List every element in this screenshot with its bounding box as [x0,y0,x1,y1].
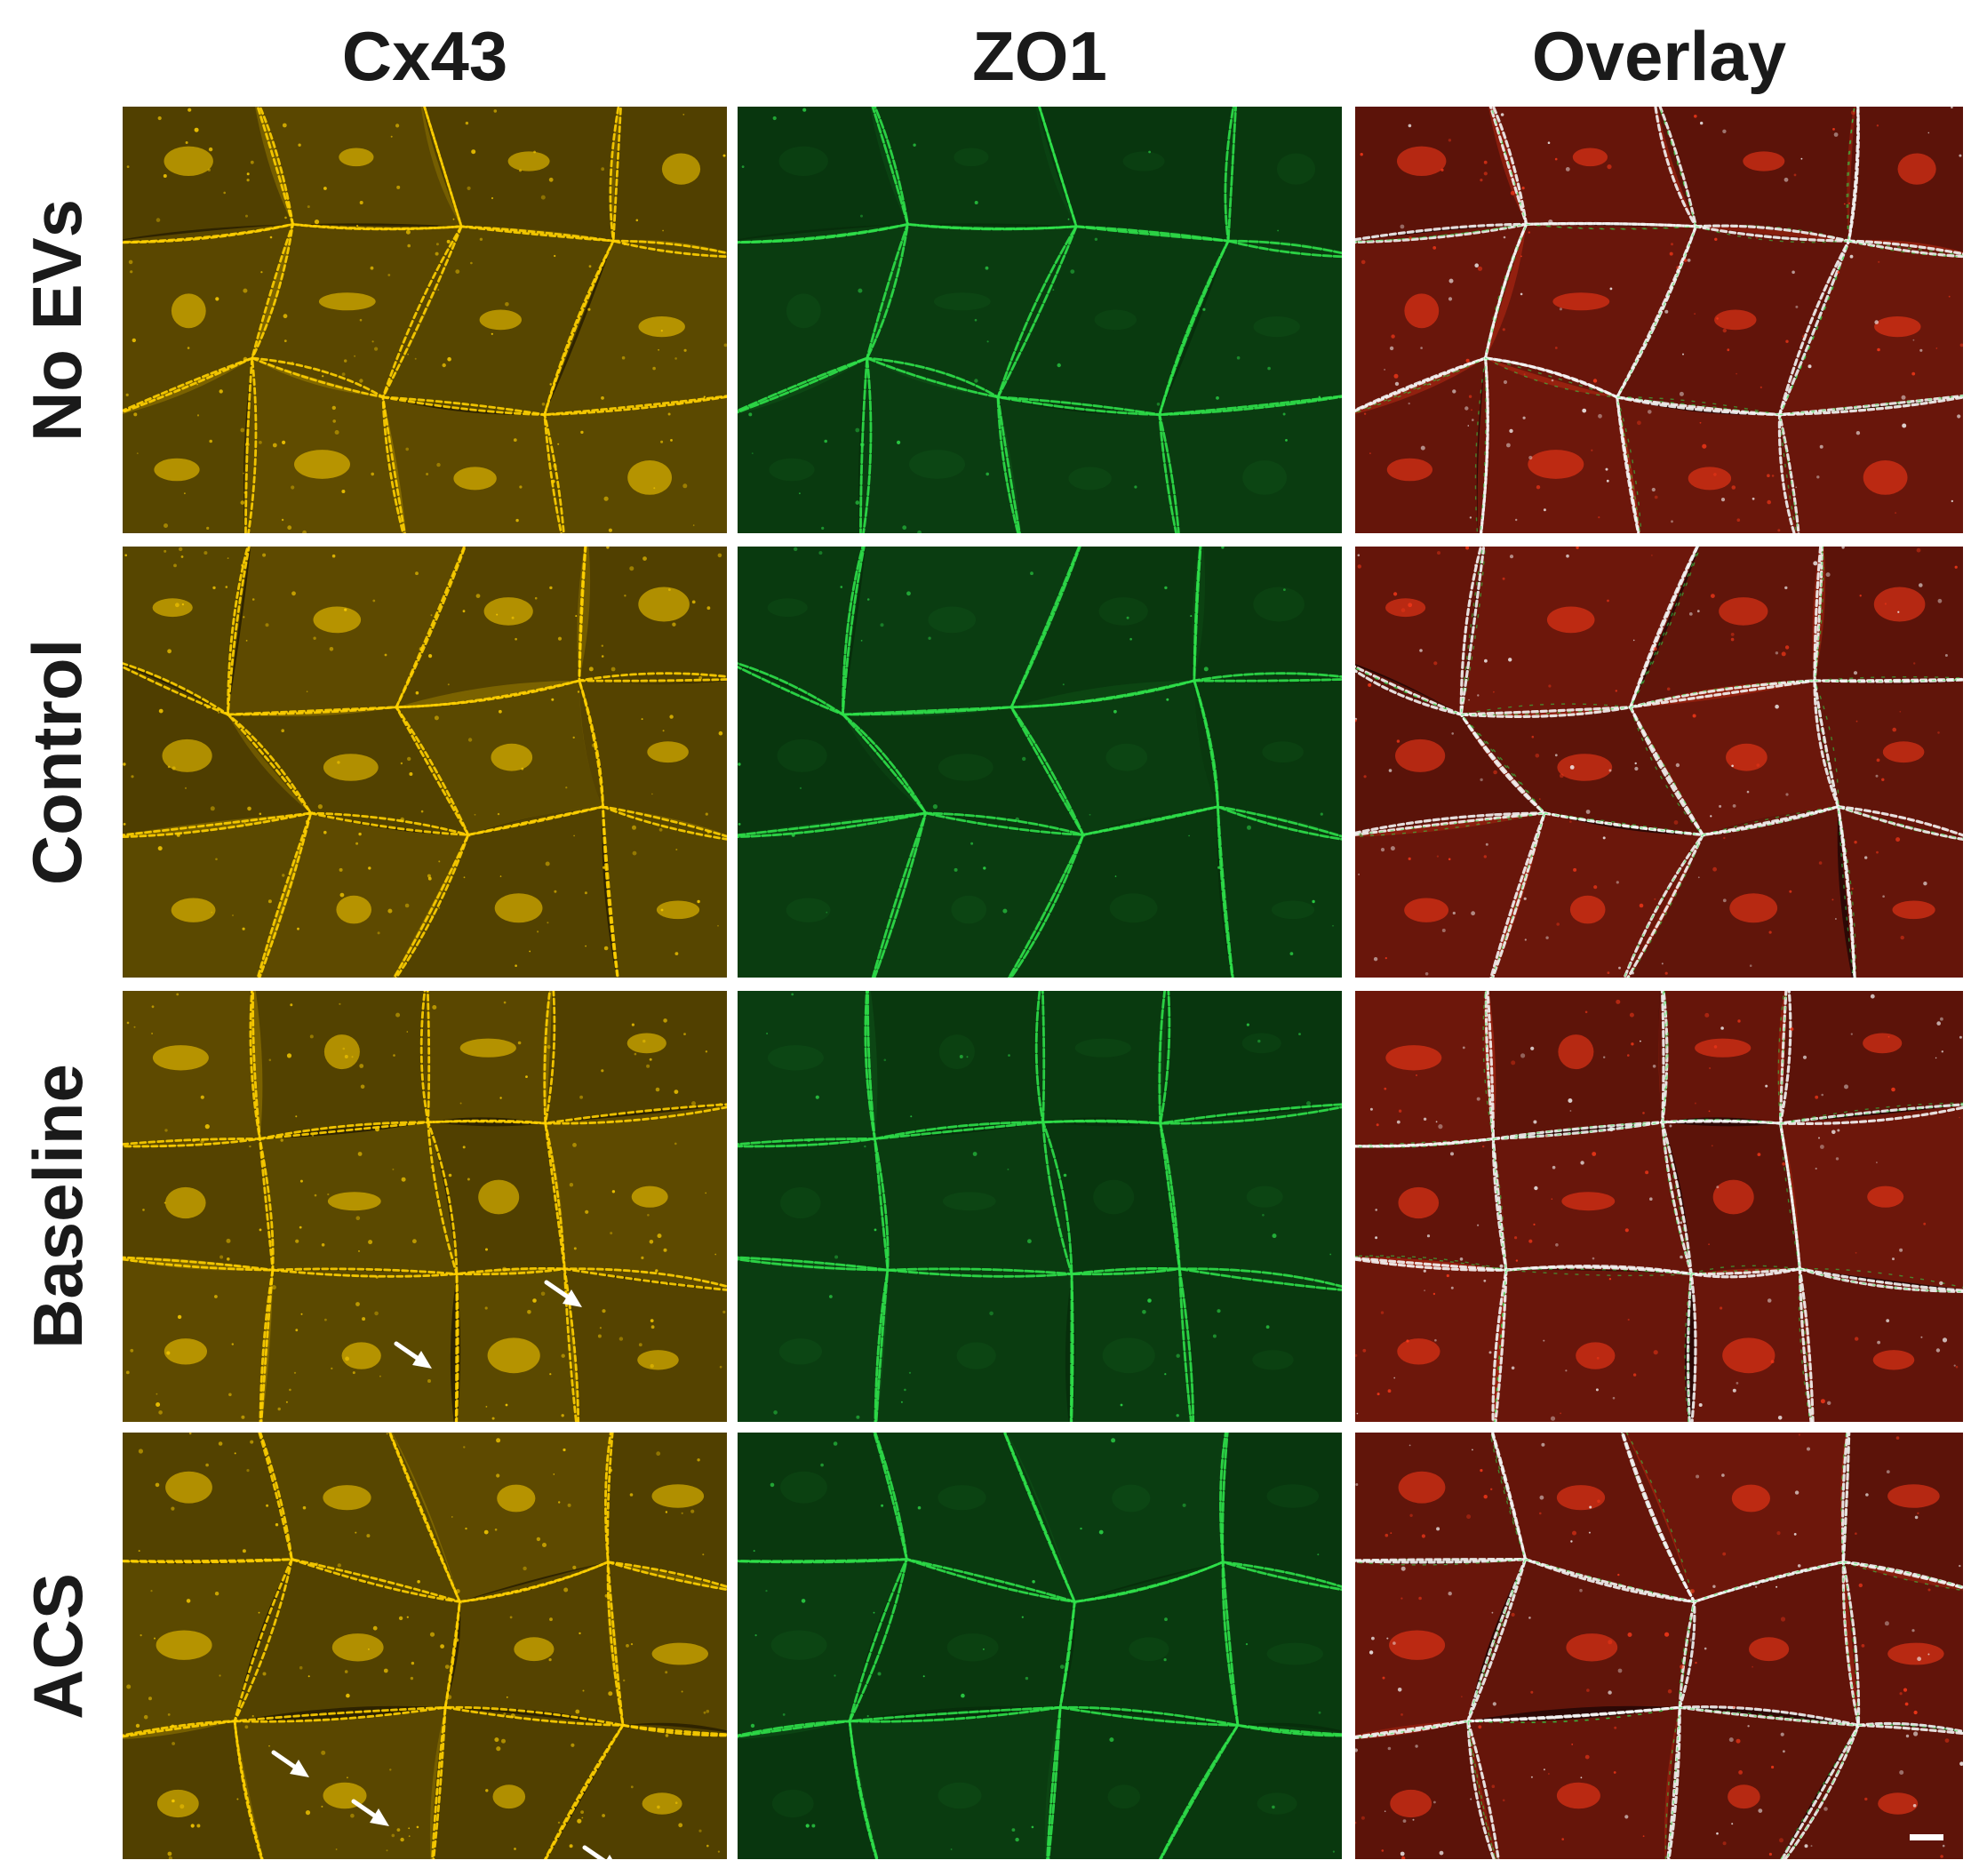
overlay-merged-image [1355,107,1963,533]
panel-overlay-acs [1355,1433,1963,1859]
arrow-icon [271,1750,309,1777]
panel-cx43-baseline [123,991,727,1422]
arrow-icon [544,1280,582,1307]
panel-overlay-control [1355,547,1963,978]
arrow-icon [394,1341,432,1369]
panel-overlay-no-evs [1355,107,1963,533]
scale-bar [1910,1834,1943,1840]
panel-cx43-acs [123,1433,727,1859]
panel-zo1-baseline [738,991,1342,1422]
zo1-immunofluorescence-image [738,1433,1342,1859]
panel-cx43-control [123,547,727,978]
panel-zo1-no-evs [738,107,1342,533]
row-label-baseline: Baseline [18,1064,97,1349]
panel-overlay-baseline [1355,991,1963,1422]
row-label-control: Control [18,638,97,886]
column-header-cx43: Cx43 [341,17,508,95]
cx43-immunofluorescence-image [123,991,727,1422]
cx43-immunofluorescence-image [123,107,727,533]
overlay-merged-image [1355,991,1963,1422]
panel-zo1-control [738,547,1342,978]
arrow-icon [351,1799,389,1826]
overlay-merged-image [1355,547,1963,978]
cx43-immunofluorescence-image [123,547,727,978]
zo1-immunofluorescence-image [738,991,1342,1422]
panel-cx43-no-evs [123,107,727,533]
panel-zo1-acs [738,1433,1342,1859]
row-label-no-evs: No EVs [18,198,97,442]
column-header-overlay: Overlay [1531,17,1787,95]
zo1-immunofluorescence-image [738,107,1342,533]
cx43-immunofluorescence-image [123,1433,727,1859]
column-header-zo1: ZO1 [972,17,1107,95]
zo1-immunofluorescence-image [738,547,1342,978]
overlay-merged-image [1355,1433,1963,1859]
row-label-acs: ACS [18,1572,97,1720]
arrow-icon [582,1845,612,1859]
